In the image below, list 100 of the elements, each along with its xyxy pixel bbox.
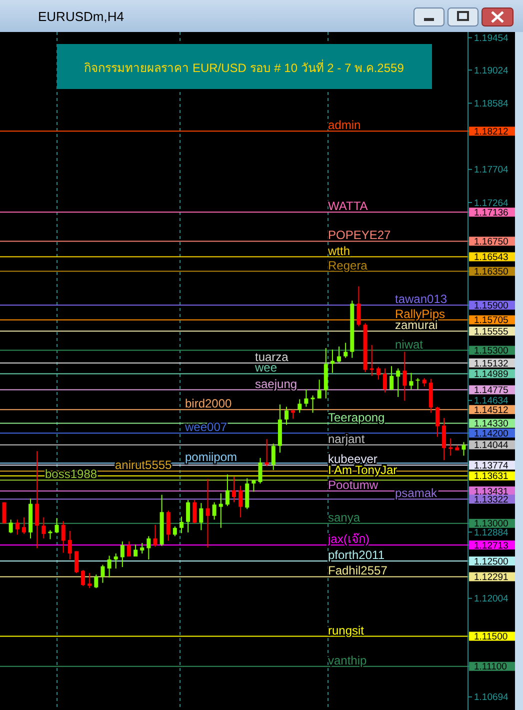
- ref-line-label: wee007: [184, 420, 228, 434]
- candlestick: [416, 378, 420, 390]
- candlestick: [252, 479, 256, 492]
- ref-line-label: saejung: [255, 376, 298, 391]
- candlestick: [15, 519, 20, 536]
- candlestick: [435, 406, 440, 438]
- y-tick-label: 1.14634: [474, 396, 508, 407]
- candlestick: [298, 398, 302, 414]
- candlestick: [94, 574, 98, 589]
- y-tick-label: 1.14775: [474, 385, 508, 396]
- y-tick-label: 1.12004: [474, 594, 508, 605]
- candlestick: [238, 485, 243, 518]
- candlestick: [48, 530, 52, 540]
- y-tick-label: 1.13631: [474, 471, 508, 482]
- candlestick: [81, 570, 86, 586]
- ref-line-label: admin: [328, 118, 361, 132]
- y-tick-label: 1.12713: [474, 540, 508, 552]
- chart-subtitle: EURUSDm,H4: [38, 9, 124, 24]
- y-tick-label: 1.13774: [474, 460, 508, 472]
- candlestick: [68, 530, 72, 560]
- candlestick: [396, 368, 400, 398]
- y-tick-label: 1.15132: [474, 358, 508, 370]
- candlestick: [462, 442, 466, 456]
- y-tick-label: 1.17704: [474, 164, 508, 176]
- ref-line-label: jax(เจ๊ก): [327, 532, 370, 546]
- candlestick: [42, 516, 46, 539]
- ref-line-label: wtth: [327, 244, 350, 258]
- candlestick: [172, 526, 177, 537]
- y-tick-label: 1.15300: [474, 346, 508, 357]
- y-tick-label: 1.14330: [474, 418, 508, 430]
- y-tick-label: 1.12291: [474, 572, 508, 584]
- candlestick: [370, 344, 374, 376]
- candlestick: [100, 564, 105, 584]
- candlestick: [330, 349, 334, 374]
- text: กิจกรรมทายผลราคา EUR/USD รอบ # 10 วันที่ 2 - 7 พ.ค.2559: [84, 59, 404, 75]
- y-tick-label: 1.13000: [474, 518, 508, 530]
- candlestick: [126, 540, 131, 557]
- y-tick-label: 1.18584: [474, 98, 508, 110]
- ref-line-label: rungsit: [328, 623, 365, 638]
- y-tick-label: 1.14044: [474, 440, 508, 452]
- candlestick: [186, 500, 190, 533]
- candlestick: [88, 572, 92, 589]
- y-tick-label: 1.10694: [474, 692, 508, 704]
- candlestick: [2, 502, 6, 524]
- candlestick: [376, 366, 380, 380]
- candlestick: [344, 342, 348, 358]
- candlestick: [218, 492, 223, 528]
- ref-line-label: Regera: [328, 258, 368, 272]
- candlestick: [140, 542, 144, 554]
- ref-line-label: RallyPips: [395, 306, 446, 321]
- ref-line-label: Teerapong: [328, 410, 385, 424]
- candlestick: [225, 474, 230, 507]
- ref-line-label: pforth2011: [328, 548, 385, 562]
- candlestick: [107, 555, 112, 578]
- ref-line-label: sanya: [328, 510, 360, 524]
- ref-line-label: Fadhil2557: [328, 564, 388, 578]
- candlestick: [284, 406, 289, 426]
- candlestick: [120, 540, 124, 568]
- candlestick: [390, 366, 394, 391]
- y-tick-label: 1.16750: [474, 236, 508, 248]
- y-tick-label: 1.16543: [474, 252, 508, 264]
- candlestick: [448, 438, 453, 456]
- y-tick-label: 1.16350: [474, 266, 508, 278]
- y-tick-label: 1.17136: [474, 207, 508, 218]
- ref-line-label: WATTA: [328, 199, 368, 214]
- candlestick: [402, 351, 407, 402]
- candlestick: [166, 510, 170, 542]
- candlestick: [74, 550, 78, 574]
- candlestick: [199, 502, 204, 531]
- candlestick: [35, 450, 40, 549]
- y-tick-label: 1.12500: [474, 556, 508, 568]
- ref-line-label: narjant: [328, 432, 366, 446]
- ref-line-label: vanthip: [328, 653, 368, 668]
- y-tick-label: 1.14989: [474, 369, 508, 380]
- candlestick: [22, 516, 26, 534]
- candlestick: [356, 286, 361, 327]
- candlestick: [317, 379, 322, 399]
- y-tick-label: 1.11500: [474, 632, 508, 643]
- y-tick-label: 1.14200: [474, 428, 508, 440]
- candlestick: [310, 394, 315, 414]
- ref-line-label: POPEYE27: [328, 228, 392, 242]
- candlestick: [212, 502, 216, 520]
- candlestick: [134, 544, 138, 557]
- candlestick: [409, 372, 414, 390]
- y-tick-label: 1.14512: [474, 404, 508, 416]
- candlestick: [114, 552, 118, 570]
- y-tick-label: 1.15555: [474, 326, 508, 338]
- candlestick: [442, 418, 446, 461]
- candlestick: [258, 457, 262, 484]
- candlestick: [192, 500, 197, 524]
- y-tick-label: 1.15705: [474, 315, 508, 326]
- y-tick-label: 1.19024: [474, 65, 508, 76]
- y-tick-label: 1.17264: [474, 198, 508, 209]
- candlestick: [271, 443, 276, 470]
- ref-line-label: Pootumw: [328, 478, 378, 492]
- ref-line-label: tawan013: [395, 292, 448, 306]
- candlestick: [382, 368, 387, 393]
- candlestick: [232, 476, 236, 503]
- y-tick-label: 1.19454: [474, 33, 508, 44]
- y-tick-label: 1.12884: [474, 527, 508, 538]
